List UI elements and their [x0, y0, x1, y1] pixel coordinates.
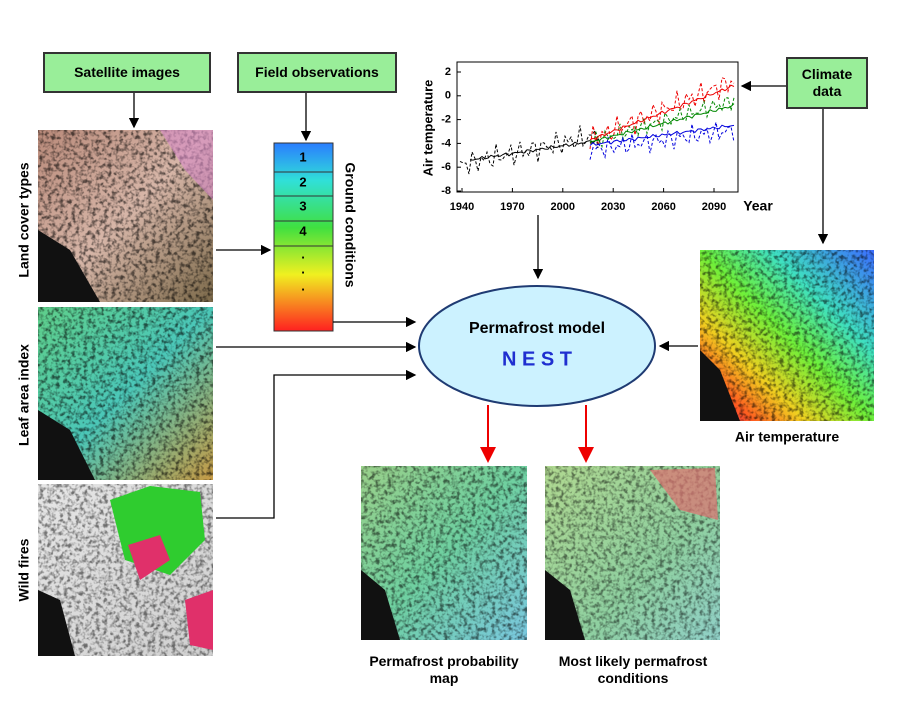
output-image	[545, 466, 720, 640]
x-tick-label: 1940	[450, 201, 474, 213]
ground-title: Ground conditions	[342, 162, 358, 287]
x-tick-label: 2030	[601, 201, 625, 213]
y-tick-label: -2	[441, 114, 451, 126]
ground-level: 2	[299, 174, 306, 189]
input-box: Field observations	[237, 52, 397, 93]
map-label: Air temperature	[735, 429, 839, 445]
ground-level: 3	[299, 198, 306, 213]
y-tick-label: 2	[445, 66, 451, 78]
x-tick-label: 2060	[651, 201, 675, 213]
y-tick-label: -6	[441, 161, 451, 173]
trace	[589, 124, 735, 146]
y-tick-label: 0	[445, 90, 451, 102]
ground-conditions-bar	[273, 142, 334, 332]
connectors	[128, 80, 829, 519]
air-temperature-chart	[456, 61, 739, 193]
model-title: Permafrost model	[469, 320, 605, 337]
x-tick-label: 1970	[500, 201, 524, 213]
trace	[589, 84, 735, 141]
model-name: N E S T	[502, 348, 572, 370]
wild-fires-image	[38, 484, 213, 656]
air-temperature-map	[700, 250, 874, 421]
ground-level: .	[301, 246, 305, 261]
image-label: Wild fires	[16, 538, 32, 601]
trace	[589, 103, 735, 143]
output-label: Permafrost probability map	[369, 653, 519, 686]
trace	[589, 122, 735, 160]
trace	[469, 138, 600, 161]
x-tick-label: 2000	[551, 201, 575, 213]
y-tick-label: -8	[441, 185, 451, 197]
ground-level: 1	[299, 149, 306, 164]
trace	[459, 125, 599, 175]
ground-level: .	[301, 261, 305, 276]
trace	[589, 97, 735, 149]
output-image	[361, 466, 527, 640]
image-label: Land cover types	[16, 162, 32, 277]
input-box: Satellite images	[43, 52, 211, 93]
chart-y-label: Air temperature	[420, 80, 435, 177]
x-tick-label: 2090	[702, 201, 726, 213]
image-label: Leaf area index	[16, 344, 32, 446]
land-cover-image	[38, 130, 213, 302]
y-tick-label: -4	[441, 137, 452, 149]
trace	[589, 77, 735, 150]
input-box: Climate data	[786, 57, 868, 109]
model-ellipse	[418, 285, 656, 407]
chart-x-label: Year	[743, 198, 773, 214]
ground-level: .	[301, 278, 305, 293]
output-label: Most likely permafrost conditions	[558, 653, 708, 686]
ground-level: 4	[299, 223, 307, 238]
leaf-area-image	[38, 307, 213, 480]
